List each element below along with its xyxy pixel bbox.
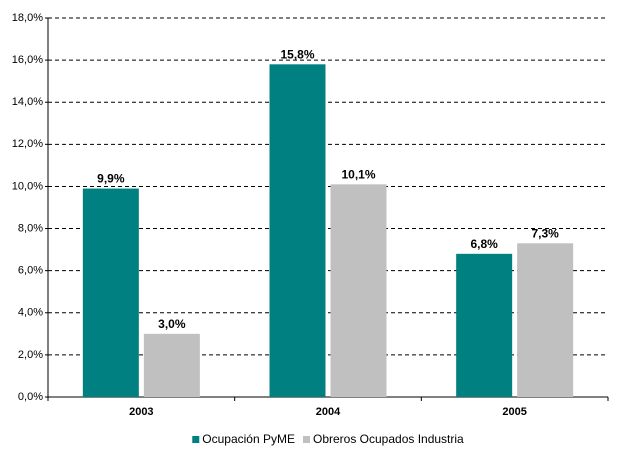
y-tick-label: 2,0% [18,349,43,361]
y-tick-label: 8,0% [18,222,43,234]
legend-swatch [192,436,200,443]
x-tick-label: 2005 [502,406,526,418]
y-tick-label: 10,0% [12,180,43,192]
legend-label: Ocupación PyME [202,432,295,446]
y-tick-label: 4,0% [18,307,43,319]
y-tick-label: 12,0% [12,138,43,150]
bar [269,64,326,398]
legend-swatch [302,436,310,443]
bar [82,188,139,397]
y-tick-label: 18,0% [12,12,43,24]
bar [143,333,200,397]
y-tick-label: 0,0% [18,391,43,403]
y-tick-label: 6,0% [18,265,43,277]
bar [456,253,513,397]
legend-label: Obreros Ocupados Industria [313,432,464,446]
bar [517,243,574,397]
legend: Ocupación PyME Obreros Ocupados Industria [192,432,464,446]
x-tick-label: 2004 [316,406,341,418]
x-tick-label: 2003 [129,406,153,418]
y-tick-label: 14,0% [12,96,43,108]
value-label: 7,3% [531,226,559,240]
value-label: 9,9% [97,172,125,186]
y-tick-label: 16,0% [12,54,43,66]
bar [330,184,387,397]
value-label: 6,8% [470,237,498,251]
value-label: 3,0% [158,317,186,331]
value-label: 10,1% [341,168,375,182]
value-label: 15,8% [280,47,314,61]
